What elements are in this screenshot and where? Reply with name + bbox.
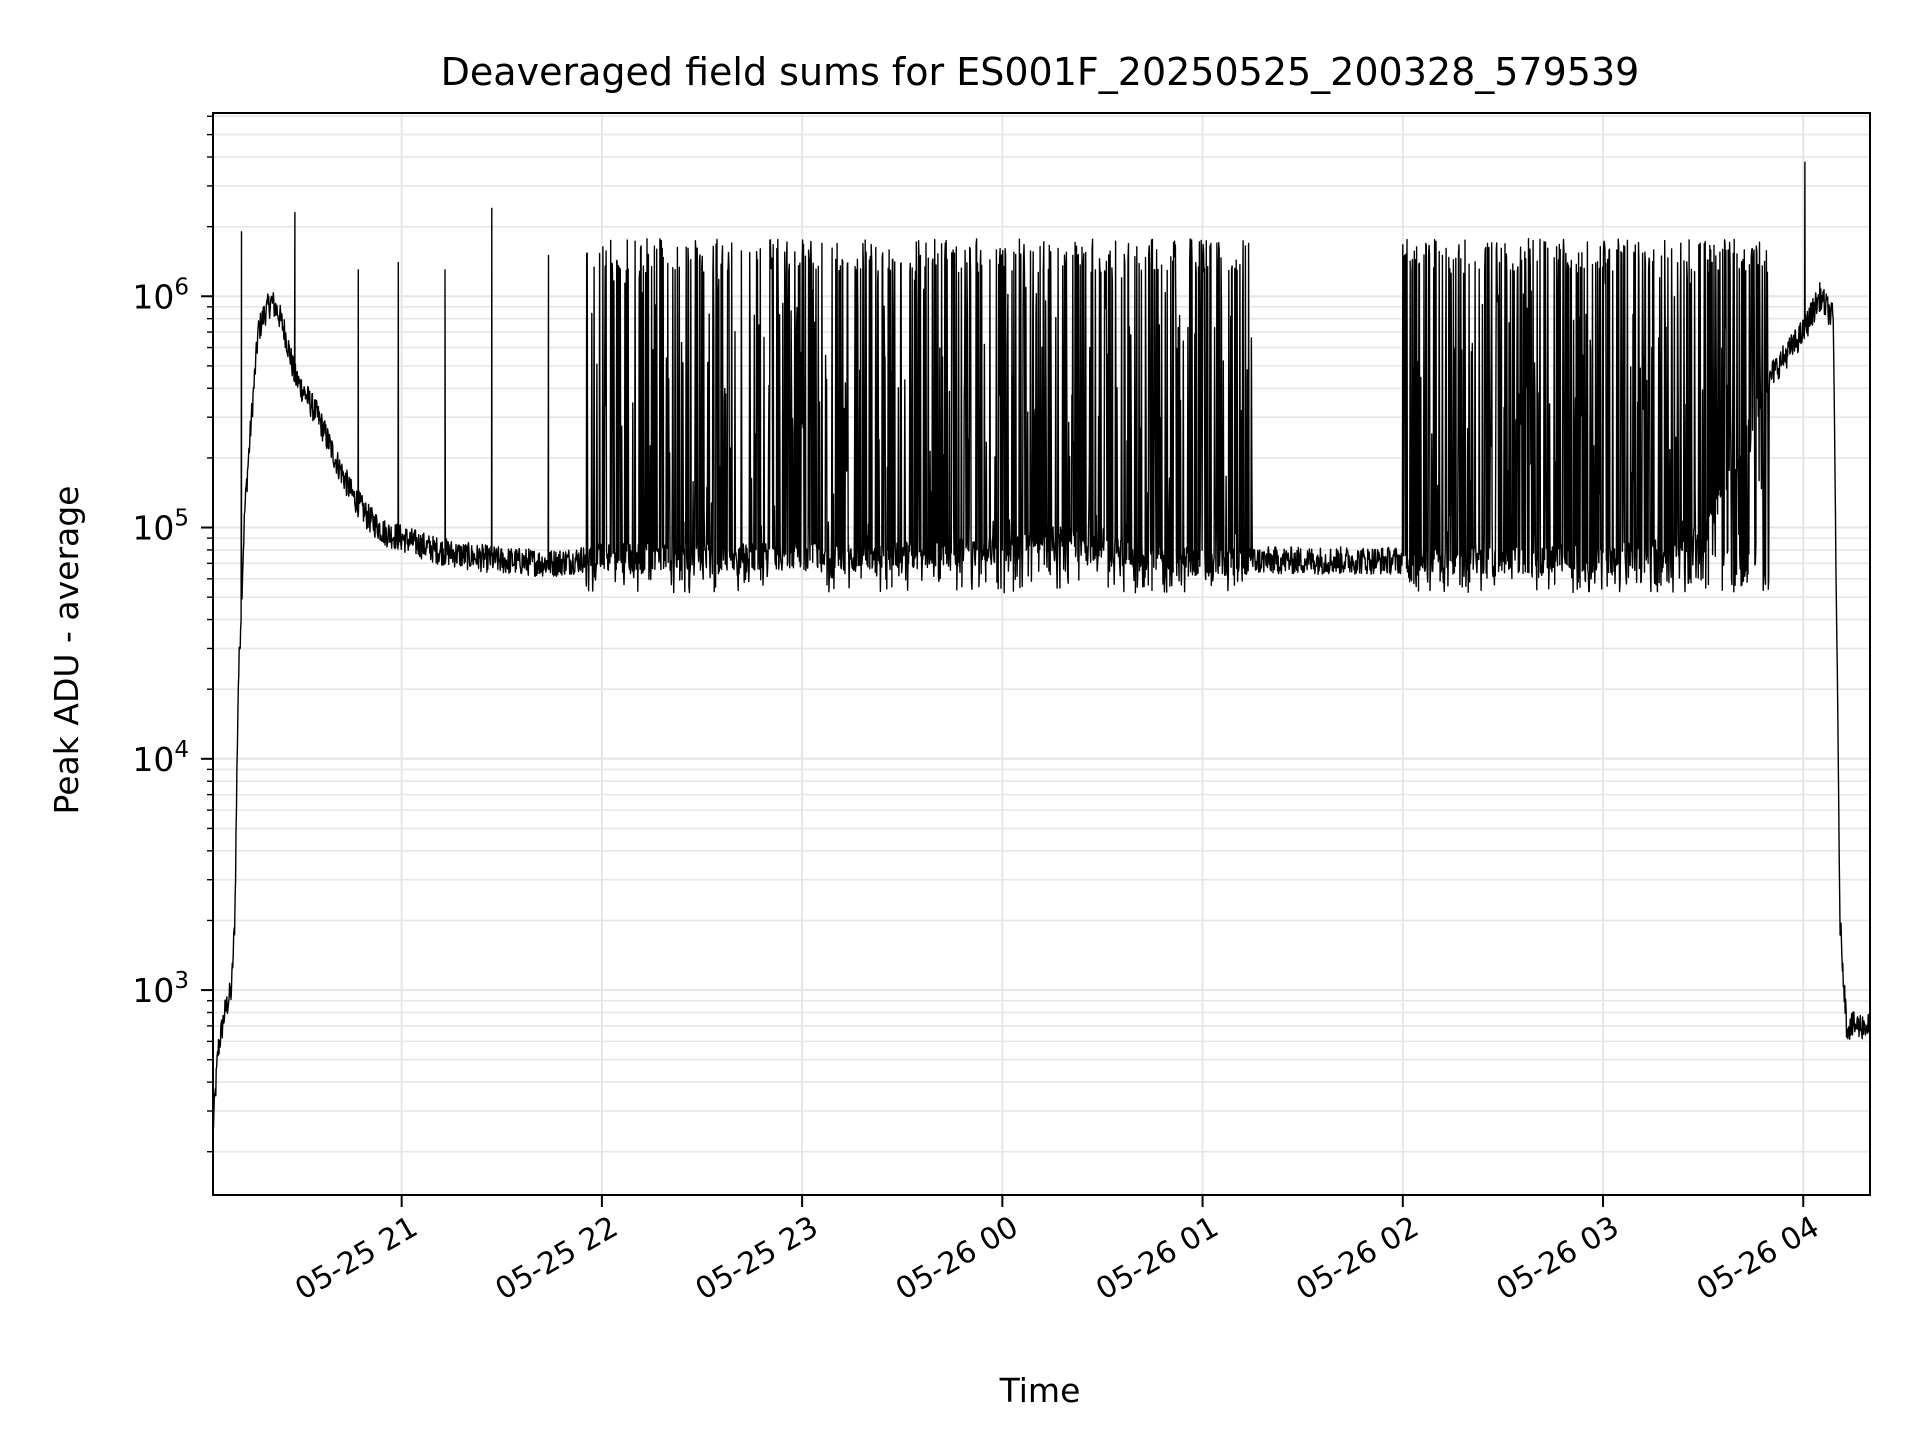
y-tick-label: 104 [132,737,189,779]
y-tick-label: 106 [132,274,189,316]
x-axis-label: Time [999,1371,1081,1410]
chart-title: Deaveraged field sums for ES001F_2025052… [441,50,1640,94]
series-line [212,161,1871,1129]
series-layer [212,161,1871,1129]
y-tick-label: 105 [132,506,189,548]
y-tick-label: 103 [132,968,189,1010]
plot-frame [212,112,1871,1196]
y-axis-label: Peak ADU - average [47,486,86,815]
